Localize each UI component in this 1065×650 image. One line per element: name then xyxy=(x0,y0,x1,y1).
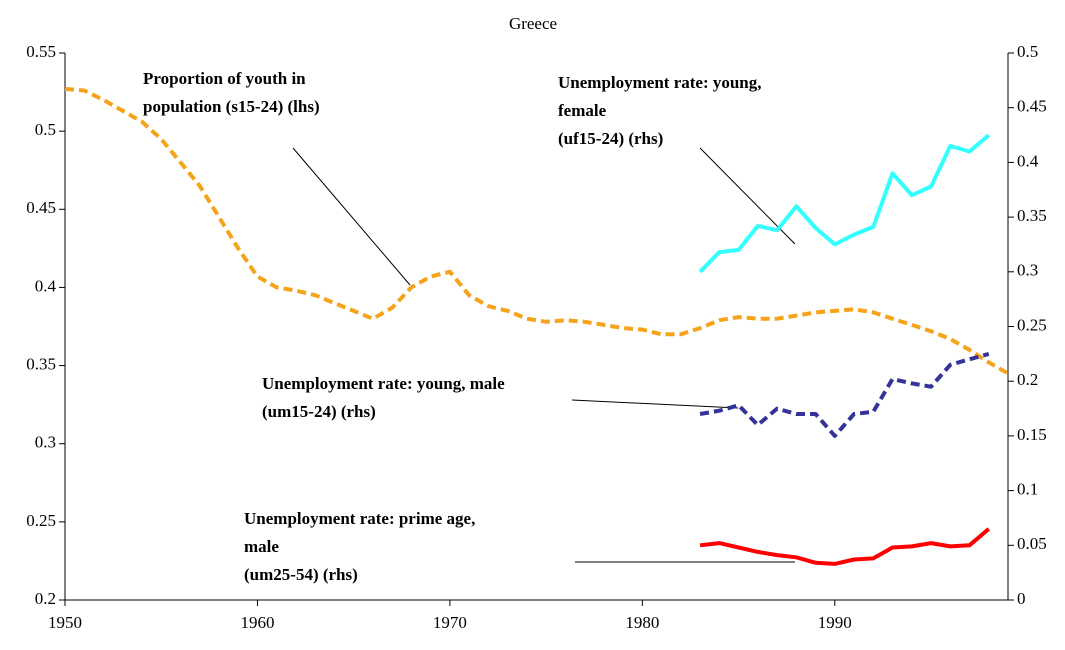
y2-tick-label: 0.2 xyxy=(1017,370,1038,389)
y2-tick-label: 0.15 xyxy=(1017,425,1047,444)
x-tick-label: 1990 xyxy=(818,613,852,632)
annotation: Proportion of youth in xyxy=(143,69,306,88)
y-tick-label: 0.55 xyxy=(26,42,56,61)
x-tick-label: 1960 xyxy=(240,613,274,632)
y2-tick-label: 0.4 xyxy=(1017,151,1039,170)
leader-line xyxy=(699,147,796,245)
annotation: (um15-24) (rhs) xyxy=(262,402,376,421)
x-tick-label: 1950 xyxy=(48,613,82,632)
y2-tick-label: 0.45 xyxy=(1017,97,1047,116)
y2-tick-label: 0.5 xyxy=(1017,42,1038,61)
annotation: male xyxy=(244,537,279,556)
y2-tick-label: 0.3 xyxy=(1017,261,1038,280)
annotation: Unemployment rate: young, male xyxy=(262,374,505,393)
y-tick-label: 0.45 xyxy=(26,198,56,217)
annotation: Unemployment rate: young, xyxy=(558,73,762,92)
data-line xyxy=(64,86,1009,376)
y-tick-label: 0.3 xyxy=(35,433,56,452)
y2-tick-label: 0 xyxy=(1017,589,1026,608)
x-tick-label: 1980 xyxy=(625,613,659,632)
annotation: population (s15-24) (lhs) xyxy=(143,97,320,116)
data-line xyxy=(698,133,991,274)
y2-tick-label: 0.35 xyxy=(1017,206,1047,225)
annotation: (um25-54) (rhs) xyxy=(244,565,358,584)
y-tick-label: 0.4 xyxy=(35,276,57,295)
data-line xyxy=(699,527,991,566)
leader-line xyxy=(571,399,739,409)
y2-tick-label: 0.1 xyxy=(1017,480,1038,499)
annotation: (uf15-24) (rhs) xyxy=(558,129,663,148)
y-tick-label: 0.2 xyxy=(35,589,56,608)
leader-line xyxy=(292,147,411,286)
annotation: female xyxy=(558,101,607,120)
y2-tick-label: 0.05 xyxy=(1017,534,1047,553)
chart-title: Greece xyxy=(509,14,557,33)
annotation: Unemployment rate: prime age, xyxy=(244,509,475,528)
data-line xyxy=(699,351,990,438)
y2-tick-label: 0.25 xyxy=(1017,315,1047,334)
y-tick-label: 0.25 xyxy=(26,511,56,530)
y-tick-label: 0.35 xyxy=(26,354,56,373)
y-tick-label: 0.5 xyxy=(35,120,56,139)
x-tick-label: 1970 xyxy=(433,613,467,632)
